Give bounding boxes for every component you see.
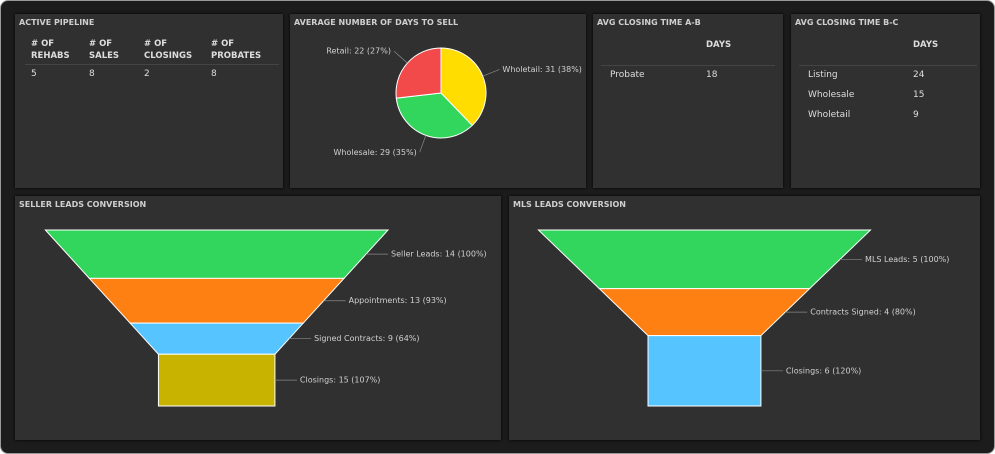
column-header: # OF CLOSINGS: [144, 39, 193, 61]
data-label: Contracts Signed: 4 (80%): [810, 308, 915, 317]
panel-title: AVG CLOSING TIME B-C: [795, 18, 899, 27]
column-header: DAYS: [913, 40, 939, 50]
leader-line: [393, 50, 408, 64]
row-label: Probate: [610, 70, 645, 80]
table-value: 8: [211, 69, 217, 79]
rule: [799, 65, 977, 66]
data-label: Closings: 15 (107%): [300, 376, 380, 385]
data-label: Appointments: 13 (93%): [349, 296, 447, 305]
rule: [601, 65, 775, 66]
funnel-segment: [537, 229, 872, 290]
funnel-panel: MLS LEADS CONVERSION MLS Leads: 5 (100%)…: [509, 196, 980, 440]
data-label: MLS Leads: 5 (100%): [865, 255, 949, 264]
table-value: 2: [144, 69, 150, 79]
pie-slice: [395, 47, 442, 99]
row-label: Wholetail: [808, 110, 851, 120]
table-value: 5: [31, 69, 37, 79]
column-header: # OF PROBATES: [211, 39, 262, 61]
leader-line: [482, 69, 500, 77]
funnel-segment: [129, 322, 305, 355]
table-value: 8: [89, 69, 95, 79]
data-label: Signed Contracts: 9 (64%): [314, 334, 419, 343]
pie-chart: Wholetail: 31 (38%) Wholesale: 29 (35%) Re…: [326, 47, 582, 157]
pie-slice: [395, 92, 473, 139]
row-label: Wholesale: [808, 90, 855, 100]
funnel-chart: MLS Leads: 5 (100%) Contracts Signed: 4 (…: [537, 229, 949, 407]
leader-line: [419, 135, 427, 153]
row-value: 9: [913, 110, 919, 120]
panel-title: AVG CLOSING TIME A-B: [597, 18, 701, 27]
closing-ab-panel: AVG CLOSING TIME A-B DAYS Probate 18: [593, 14, 783, 188]
column-header: # OF REHABS: [31, 39, 70, 61]
row-value: 18: [706, 70, 718, 80]
closing-bc-panel: AVG CLOSING TIME B-C DAYS Listing 24 Wholes…: [791, 14, 980, 188]
data-label: Closings: 6 (120%): [786, 366, 861, 375]
pipeline-panel: ACTIVE PIPELINE # OF REHABS 5 # OF SALES 8 #…: [15, 14, 283, 188]
funnel-panel: SELLER LEADS CONVERSION Seller Leads: 14…: [15, 196, 501, 440]
pie-slice: [440, 47, 487, 127]
pie-panel: AVERAGE NUMBER OF DAYS TO SELL Wholetail…: [290, 14, 586, 188]
row-label: Listing: [808, 70, 838, 80]
data-label: Wholetail: 31 (38%): [502, 65, 581, 74]
row-value: 15: [913, 90, 925, 100]
funnel-segment: [157, 353, 276, 407]
funnel-segment: [598, 288, 811, 337]
funnel-segment: [647, 335, 762, 407]
data-label: Retail: 22 (27%): [326, 47, 391, 56]
panel-title: AVERAGE NUMBER OF DAYS TO SELL: [294, 18, 459, 27]
funnel-segment: [44, 229, 390, 279]
panel-title: ACTIVE PIPELINE: [19, 18, 95, 27]
column-header: # OF SALES: [89, 39, 120, 61]
panel-title: SELLER LEADS CONVERSION: [19, 200, 147, 209]
panel-title: MLS LEADS CONVERSION: [513, 200, 626, 209]
funnel-chart: Seller Leads: 14 (100%) Appointments: 13 …: [44, 229, 487, 407]
row-value: 24: [913, 70, 925, 80]
data-label: Seller Leads: 14 (100%): [391, 250, 487, 259]
column-header: DAYS: [706, 40, 732, 50]
funnel-segment: [88, 277, 346, 324]
rule: [25, 64, 279, 65]
data-label: Wholesale: 29 (35%): [333, 148, 416, 157]
